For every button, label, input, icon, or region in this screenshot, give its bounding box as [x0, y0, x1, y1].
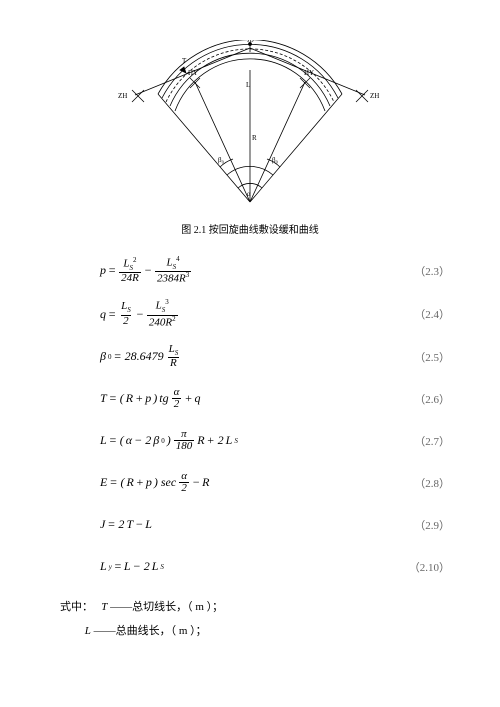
- where-sym-0: T: [101, 601, 107, 613]
- where-desc-1: ——总曲线长，（ m ）；: [94, 625, 207, 637]
- label-HY-left: HY: [188, 69, 198, 77]
- equation-row: Ly = L − 2LS （2.10）: [100, 553, 450, 581]
- equation-row: p = LS224R − LS42384R3 （2.3）: [100, 256, 450, 285]
- label-beta0-right: β₀: [272, 156, 279, 164]
- equation-body: q = LS2 − LS3240R2: [100, 299, 179, 328]
- label-HY-right: HY: [304, 69, 314, 77]
- label-R: R: [252, 134, 257, 142]
- equation-number: （2.10）: [409, 559, 450, 575]
- figure-2-1: T ZH ZH HY HY L R JD β₀ β₀ α 图 2.1 按回旋曲线…: [50, 30, 450, 236]
- equation-row: E = (R + p) secα2 − R （2.8）: [100, 469, 450, 497]
- label-alpha: α: [247, 190, 251, 198]
- equation-row: J = 2T − L （2.9）: [100, 511, 450, 539]
- label-ZH-left: ZH: [118, 92, 127, 100]
- equation-number: （2.7）: [414, 433, 450, 449]
- figure-caption: 图 2.1 按回旋曲线敷设缓和曲线: [50, 221, 450, 236]
- equation-number: （2.4）: [414, 306, 450, 322]
- equation-row: β0 = 28.6479 LSR （2.5）: [100, 343, 450, 371]
- equation-number: （2.6）: [414, 391, 450, 407]
- equation-number: （2.8）: [414, 475, 450, 491]
- label-ZH-right: ZH: [370, 92, 379, 100]
- equation-number: （2.5）: [414, 349, 450, 365]
- equation-body: β0 = 28.6479 LSR: [100, 344, 181, 370]
- where-intro: 式中：: [60, 601, 93, 613]
- where-block: 式中： T ——总切线长，（ m ）； L ——总曲线长，（ m ）；: [60, 595, 450, 643]
- equation-body: L = (α − 2β0)π180R + 2LS: [100, 429, 238, 453]
- equation-row: T = (R + p)tgα2 + q （2.6）: [100, 385, 450, 413]
- equation-block: p = LS224R − LS42384R3 （2.3） q = LS2 − LS3…: [100, 256, 450, 581]
- where-desc-0: ——总切线长，（ m ）；: [110, 601, 223, 613]
- where-sym-1: L: [85, 625, 91, 637]
- equation-row: q = LS2 − LS3240R2 （2.4）: [100, 299, 450, 328]
- label-beta0-left: β₀: [218, 156, 225, 164]
- equation-row: L = (α − 2β0)π180R + 2LS （2.7）: [100, 427, 450, 455]
- equation-body: E = (R + p) secα2 − R: [100, 471, 209, 495]
- equation-body: Ly = L − 2LS: [100, 559, 164, 574]
- equation-body: T = (R + p)tgα2 + q: [100, 387, 200, 411]
- equation-number: （2.9）: [414, 517, 450, 533]
- label-L: L: [246, 81, 250, 89]
- label-T: T: [182, 57, 187, 65]
- label-JD: JD: [247, 40, 254, 44]
- equation-number: （2.3）: [414, 263, 450, 279]
- equation-body: J = 2T − L: [100, 517, 152, 532]
- spiral-curve-diagram: T ZH ZH HY HY L R JD β₀ β₀ α: [110, 40, 390, 210]
- equation-body: p = LS224R − LS42384R3: [100, 256, 192, 285]
